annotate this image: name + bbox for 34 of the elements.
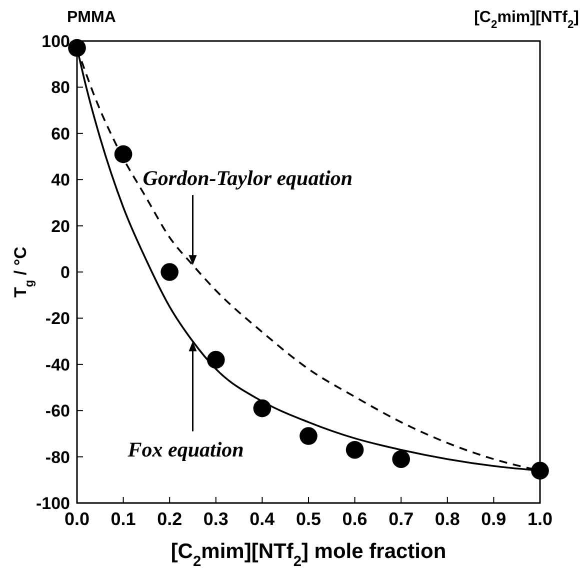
point bbox=[392, 450, 410, 468]
point bbox=[160, 263, 179, 281]
y-tick-label: 80 bbox=[51, 78, 70, 98]
point bbox=[531, 462, 549, 480]
y-tick-label: 0 bbox=[60, 263, 70, 282]
x-tick-label: 0.1 bbox=[110, 509, 136, 529]
x-tick-label: 0.5 bbox=[296, 509, 322, 529]
x-tick-label: 0.4 bbox=[250, 509, 275, 529]
y-tick-label: -80 bbox=[45, 448, 70, 467]
text: PMMA bbox=[67, 9, 116, 26]
annotation: Fox equation bbox=[126, 437, 244, 462]
x-tick-label: 0.6 bbox=[342, 509, 368, 529]
y-tick-label: -20 bbox=[45, 309, 70, 328]
y-tick-label: 40 bbox=[51, 170, 70, 190]
point bbox=[68, 39, 86, 57]
y-tick-label: -40 bbox=[45, 355, 70, 374]
y-tick-label: 60 bbox=[51, 124, 70, 144]
point bbox=[114, 145, 132, 164]
y-tick-label: 20 bbox=[51, 216, 70, 236]
point bbox=[206, 350, 225, 369]
x-tick-label: 0.7 bbox=[388, 509, 414, 529]
x-tick-label: 1.0 bbox=[527, 509, 553, 529]
y-tick-label: -60 bbox=[45, 402, 70, 421]
x-tick-label: 0.3 bbox=[203, 509, 228, 529]
x-tick-label: 0.8 bbox=[434, 509, 460, 529]
x-tick-label: 0.9 bbox=[481, 509, 506, 529]
point bbox=[346, 440, 364, 459]
x-tick-label: 0.2 bbox=[157, 509, 182, 529]
x-axis-title: [C$_{2}$mim][NTf$_{2}$] mole fraction bbox=[170, 540, 446, 570]
y-tick-label: 100 bbox=[42, 32, 70, 51]
point bbox=[253, 399, 272, 418]
annotation: Gordon-Taylor equation bbox=[142, 166, 353, 190]
text: [C$_{2}$mim][NTf$_{2}$] bbox=[474, 9, 579, 31]
point bbox=[300, 427, 318, 445]
